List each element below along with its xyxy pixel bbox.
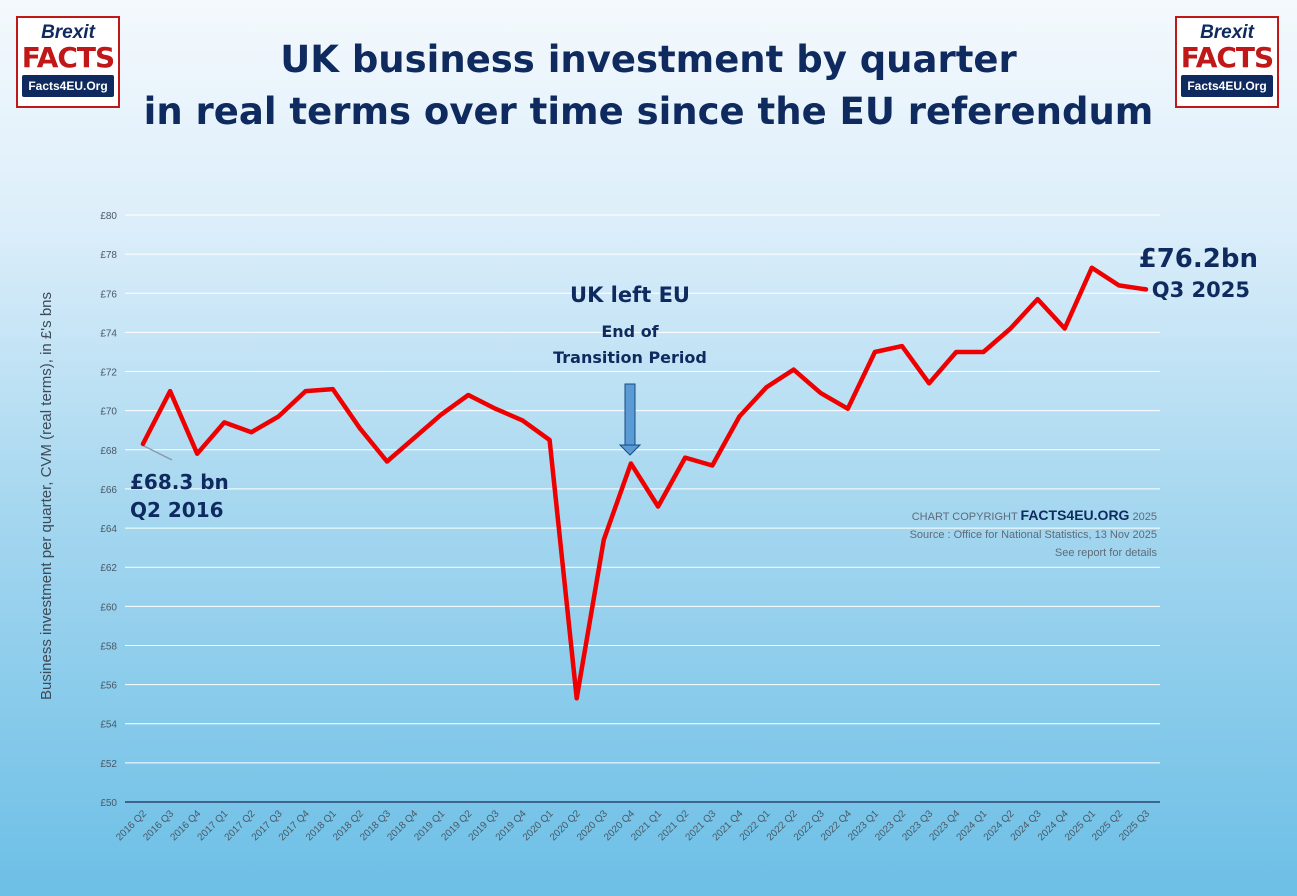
end-annotation: £76.2bn Q3 2025 bbox=[1139, 241, 1258, 303]
title-line-2: in real terms over time since the EU ref… bbox=[143, 90, 1154, 133]
brexit-facts-logo-right: Brexit FACTS Facts4EU.Org bbox=[1175, 16, 1279, 108]
data-point bbox=[303, 389, 308, 394]
data-point bbox=[574, 696, 579, 701]
series-group bbox=[140, 265, 1149, 701]
data-point bbox=[710, 463, 715, 468]
x-tick-label: 2025 Q3 bbox=[1117, 808, 1152, 843]
data-point bbox=[330, 387, 335, 392]
data-point bbox=[927, 381, 932, 386]
y-tick-label: £58 bbox=[100, 641, 117, 652]
data-point bbox=[981, 349, 986, 354]
y-tick-label: £64 bbox=[100, 524, 117, 535]
data-point bbox=[1089, 265, 1094, 270]
logo-left-bottom: Facts4EU.Org bbox=[22, 75, 114, 97]
credit-source: Source : Office for National Statistics,… bbox=[909, 529, 1157, 541]
y-tick-label: £70 bbox=[100, 407, 117, 418]
credit-note: See report for details bbox=[1054, 547, 1157, 559]
data-point bbox=[656, 504, 661, 509]
series-line bbox=[140, 265, 1149, 701]
y-tick-label: £68 bbox=[100, 446, 117, 457]
y-tick-label: £78 bbox=[100, 250, 117, 261]
data-point bbox=[249, 430, 254, 435]
y-tick-label: £74 bbox=[100, 328, 117, 339]
data-point bbox=[276, 414, 281, 419]
data-point bbox=[601, 537, 606, 542]
data-point bbox=[818, 391, 823, 396]
y-tick-label: £60 bbox=[100, 602, 117, 613]
data-point bbox=[168, 389, 173, 394]
credit-copyright: CHART COPYRIGHT FACTS4EU.ORG 2025 bbox=[910, 506, 1157, 526]
end-value: £76.2bn bbox=[1138, 244, 1258, 274]
down-arrow-icon bbox=[618, 383, 642, 456]
data-point bbox=[683, 455, 688, 460]
data-point bbox=[384, 459, 389, 464]
data-point bbox=[1062, 326, 1067, 331]
data-point bbox=[872, 349, 877, 354]
y-tick-label: £62 bbox=[100, 563, 117, 574]
event-title: UK left EU bbox=[570, 283, 690, 307]
credit-brand: FACTS4EU.ORG bbox=[1020, 507, 1130, 523]
data-point bbox=[900, 344, 905, 349]
y-tick-label: £52 bbox=[100, 759, 117, 770]
y-tick-label: £76 bbox=[100, 289, 117, 300]
data-point bbox=[764, 385, 769, 390]
end-period: Q3 2025 bbox=[1151, 278, 1250, 302]
data-point bbox=[1144, 287, 1148, 292]
y-axis-ticks: £50 £52 £54 £56 £58 £60 £62 £64 £66 £68 £70 £72 £74 £… bbox=[100, 211, 117, 809]
y-tick-label: £56 bbox=[100, 681, 117, 692]
title-line-1: UK business investment by quarter bbox=[280, 38, 1017, 81]
y-tick-label: £54 bbox=[100, 720, 117, 731]
data-point bbox=[357, 426, 362, 431]
chart-title: UK business investment by quarter in rea… bbox=[0, 34, 1297, 138]
grid-lines bbox=[125, 214, 1160, 764]
data-point bbox=[466, 393, 471, 398]
y-tick-label: £50 bbox=[100, 798, 117, 809]
logo-left-top: Brexit bbox=[41, 22, 95, 43]
event-annotation: UK left EU End of Transition Period bbox=[530, 281, 730, 371]
data-point bbox=[520, 418, 525, 423]
data-point bbox=[845, 406, 850, 411]
data-point bbox=[628, 461, 633, 466]
data-point bbox=[195, 451, 200, 456]
y-tick-label: £72 bbox=[100, 368, 117, 379]
logo-right-top: Brexit bbox=[1200, 22, 1254, 43]
brexit-facts-logo-left: Brexit FACTS Facts4EU.Org bbox=[16, 16, 120, 108]
data-point bbox=[737, 414, 742, 419]
event-sub-line-1: End of bbox=[601, 322, 659, 341]
data-point bbox=[954, 349, 959, 354]
data-point bbox=[1035, 297, 1040, 302]
data-point bbox=[222, 420, 227, 425]
chart-credit: CHART COPYRIGHT FACTS4EU.ORG 2025 Source… bbox=[910, 506, 1157, 562]
y-axis-label: Business investment per quarter, CVM (re… bbox=[38, 291, 55, 701]
start-leader-line bbox=[141, 444, 173, 461]
data-point bbox=[1116, 283, 1121, 288]
credit-year: 2025 bbox=[1132, 511, 1157, 523]
start-annotation: £68.3 bn Q2 2016 bbox=[130, 468, 229, 524]
logo-right-bottom: Facts4EU.Org bbox=[1181, 75, 1273, 97]
data-point bbox=[1008, 326, 1013, 331]
event-sub-line-2: Transition Period bbox=[553, 348, 707, 367]
data-point bbox=[547, 438, 552, 443]
y-tick-label: £80 bbox=[100, 211, 117, 222]
data-point bbox=[141, 441, 145, 446]
data-point bbox=[439, 412, 444, 417]
data-point bbox=[791, 367, 796, 372]
data-point bbox=[412, 436, 417, 441]
data-point bbox=[493, 406, 498, 411]
logo-right-middle: FACTS bbox=[1180, 41, 1274, 74]
credit-prefix: CHART COPYRIGHT bbox=[911, 511, 1018, 523]
y-tick-label: £66 bbox=[100, 485, 117, 496]
start-period: Q2 2016 bbox=[130, 498, 224, 522]
start-value: £68.3 bn bbox=[130, 470, 229, 494]
logo-left-middle: FACTS bbox=[21, 41, 115, 74]
